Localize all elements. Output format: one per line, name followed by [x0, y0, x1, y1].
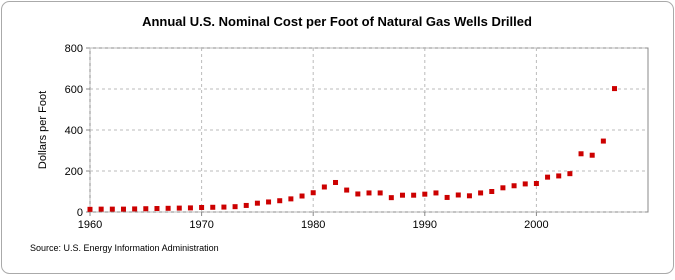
y-tick-label: 600: [65, 84, 83, 96]
data-point: [254, 200, 260, 206]
data-point: [522, 181, 528, 187]
data-point: [612, 86, 618, 92]
data-point: [109, 206, 115, 212]
y-tick-label: 800: [65, 43, 83, 55]
data-point: [455, 192, 461, 198]
data-point: [377, 190, 383, 196]
data-point: [500, 185, 506, 191]
y-tick-label: 200: [65, 166, 83, 178]
data-point: [221, 204, 227, 210]
data-point: [344, 187, 350, 193]
data-point: [411, 192, 417, 198]
data-point: [176, 205, 182, 211]
data-point: [288, 196, 294, 202]
data-point: [545, 174, 551, 180]
data-point: [533, 181, 539, 187]
data-point: [299, 193, 305, 199]
data-point: [556, 173, 562, 179]
x-tick-label: 1990: [413, 219, 437, 231]
data-point: [399, 192, 405, 198]
x-tick-label: 1970: [189, 219, 213, 231]
x-tick-label: 1960: [78, 219, 102, 231]
data-point: [98, 206, 104, 212]
data-point: [578, 151, 584, 157]
data-point: [143, 206, 149, 212]
data-point: [321, 184, 327, 190]
data-point: [266, 199, 272, 205]
data-point: [433, 190, 439, 196]
data-point: [355, 191, 361, 197]
data-point: [422, 191, 428, 197]
source: Source: U.S. Energy Information Administ…: [30, 243, 219, 253]
y-axis-label: Dollars per Foot: [37, 91, 49, 169]
data-point: [154, 206, 160, 212]
data-point: [589, 152, 595, 158]
data-point: [567, 171, 573, 177]
data-point: [511, 183, 517, 189]
data-point: [489, 189, 495, 194]
data-point: [277, 198, 283, 204]
data-point: [132, 206, 138, 212]
data-point: [366, 190, 372, 196]
data-point: [120, 206, 126, 212]
chart-title: Annual U.S. Nominal Cost per Foot of Nat…: [142, 14, 532, 29]
data-point: [187, 205, 193, 211]
data-point: [478, 190, 484, 196]
x-tick-label: 2000: [524, 219, 548, 231]
data-point: [466, 193, 472, 199]
y-tick-label: 400: [65, 125, 83, 137]
data-point: [232, 204, 238, 210]
y-tick-label: 0: [77, 207, 83, 219]
data-point: [199, 204, 205, 210]
data-point: [210, 204, 216, 210]
data-point: [87, 206, 93, 212]
data-point: [243, 202, 249, 208]
data-point: [165, 205, 171, 211]
data-point: [333, 179, 339, 185]
data-point: [600, 138, 606, 144]
data-point: [444, 194, 450, 200]
x-tick-label: 1980: [301, 219, 325, 231]
data-point: [310, 190, 316, 196]
data-point: [388, 195, 394, 201]
